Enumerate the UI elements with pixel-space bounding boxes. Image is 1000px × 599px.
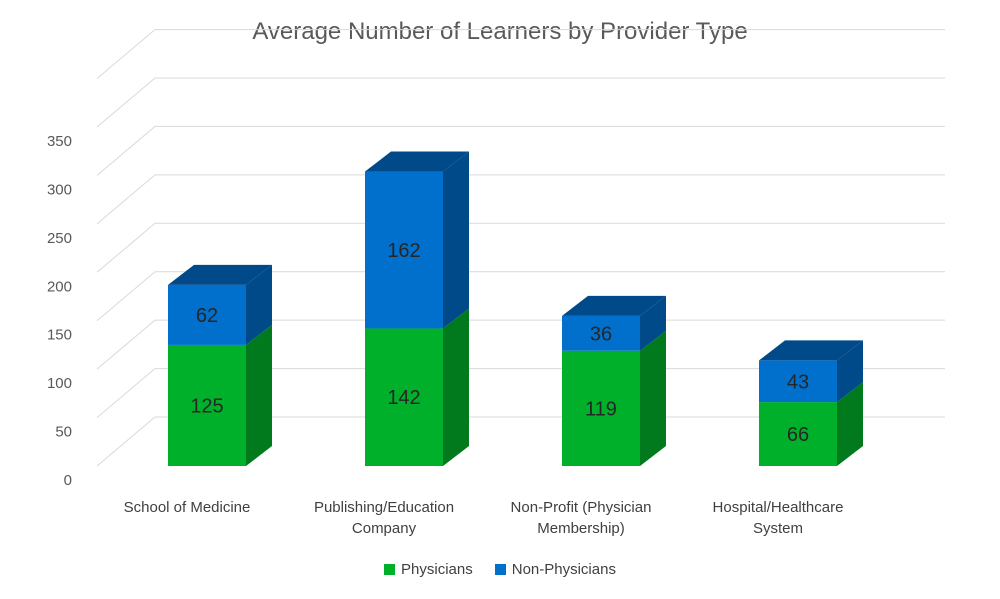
y-tick-label: 0 [64,472,72,489]
x-tick-label: Company [352,520,417,537]
data-label: 62 [196,305,218,327]
bar-side [246,264,272,345]
chart-title: Average Number of Learners by Provider T… [252,18,748,45]
x-tick-label: Publishing/Education [314,499,454,516]
legend: Physicians Non-Physicians [0,561,1000,578]
data-label: 142 [387,387,420,409]
bar-side [443,151,469,329]
y-tick-label: 350 [47,133,72,150]
gridline-diagonal [96,368,156,418]
y-tick-label: 250 [47,230,72,247]
gridline-diagonal [96,126,156,176]
bar-front [365,328,443,466]
data-label: 162 [387,240,420,262]
legend-item-non-physicians: Non-Physicians [494,561,616,578]
gridline-diagonal [96,319,156,370]
legend-swatch-non-physicians [494,564,506,575]
x-tick-label: Hospital/Healthcare [713,499,844,516]
gridline-diagonal [96,222,156,273]
data-label: 119 [585,398,617,420]
bar-top [365,151,469,172]
legend-label-physicians: Physicians [401,561,473,578]
legend-item-physicians: Physicians [384,561,473,578]
bar-side [443,308,469,466]
bar-front [168,284,246,345]
bar-side [246,324,272,466]
bar-side [837,382,863,466]
x-tick-label: Non-Profit (Physician [511,499,652,516]
gridline-diagonal [96,174,156,225]
bar-top [562,295,666,316]
y-tick-label: 200 [47,278,72,295]
gridline-diagonal [96,416,156,467]
bar-side [640,330,666,466]
y-tick-label: 150 [47,327,72,344]
x-tick-label: System [753,520,803,537]
data-label: 125 [190,395,223,417]
data-label: 66 [787,424,809,446]
bar-top [168,264,272,285]
bar-side [837,340,863,403]
bar-side [640,295,666,351]
bar-front [562,350,640,466]
x-tick-label: School of Medicine [124,499,251,516]
bar-front [759,360,837,403]
gridline-diagonal [96,77,156,128]
data-label: 43 [787,371,809,393]
y-tick-label: 50 [55,424,72,441]
bar-top [759,340,863,361]
gridline-diagonal [96,29,156,79]
bar-front [365,171,443,329]
x-tick-label: Membership) [537,520,625,537]
bar-front [759,402,837,466]
legend-swatch-physicians [384,564,396,575]
bar-front [562,315,640,351]
data-label: 36 [590,323,612,345]
y-tick-label: 300 [47,181,72,198]
y-tick-label: 100 [47,375,72,392]
legend-label-non-physicians: Non-Physicians [511,561,616,578]
bar-front [168,344,246,466]
gridline-diagonal [96,271,156,322]
